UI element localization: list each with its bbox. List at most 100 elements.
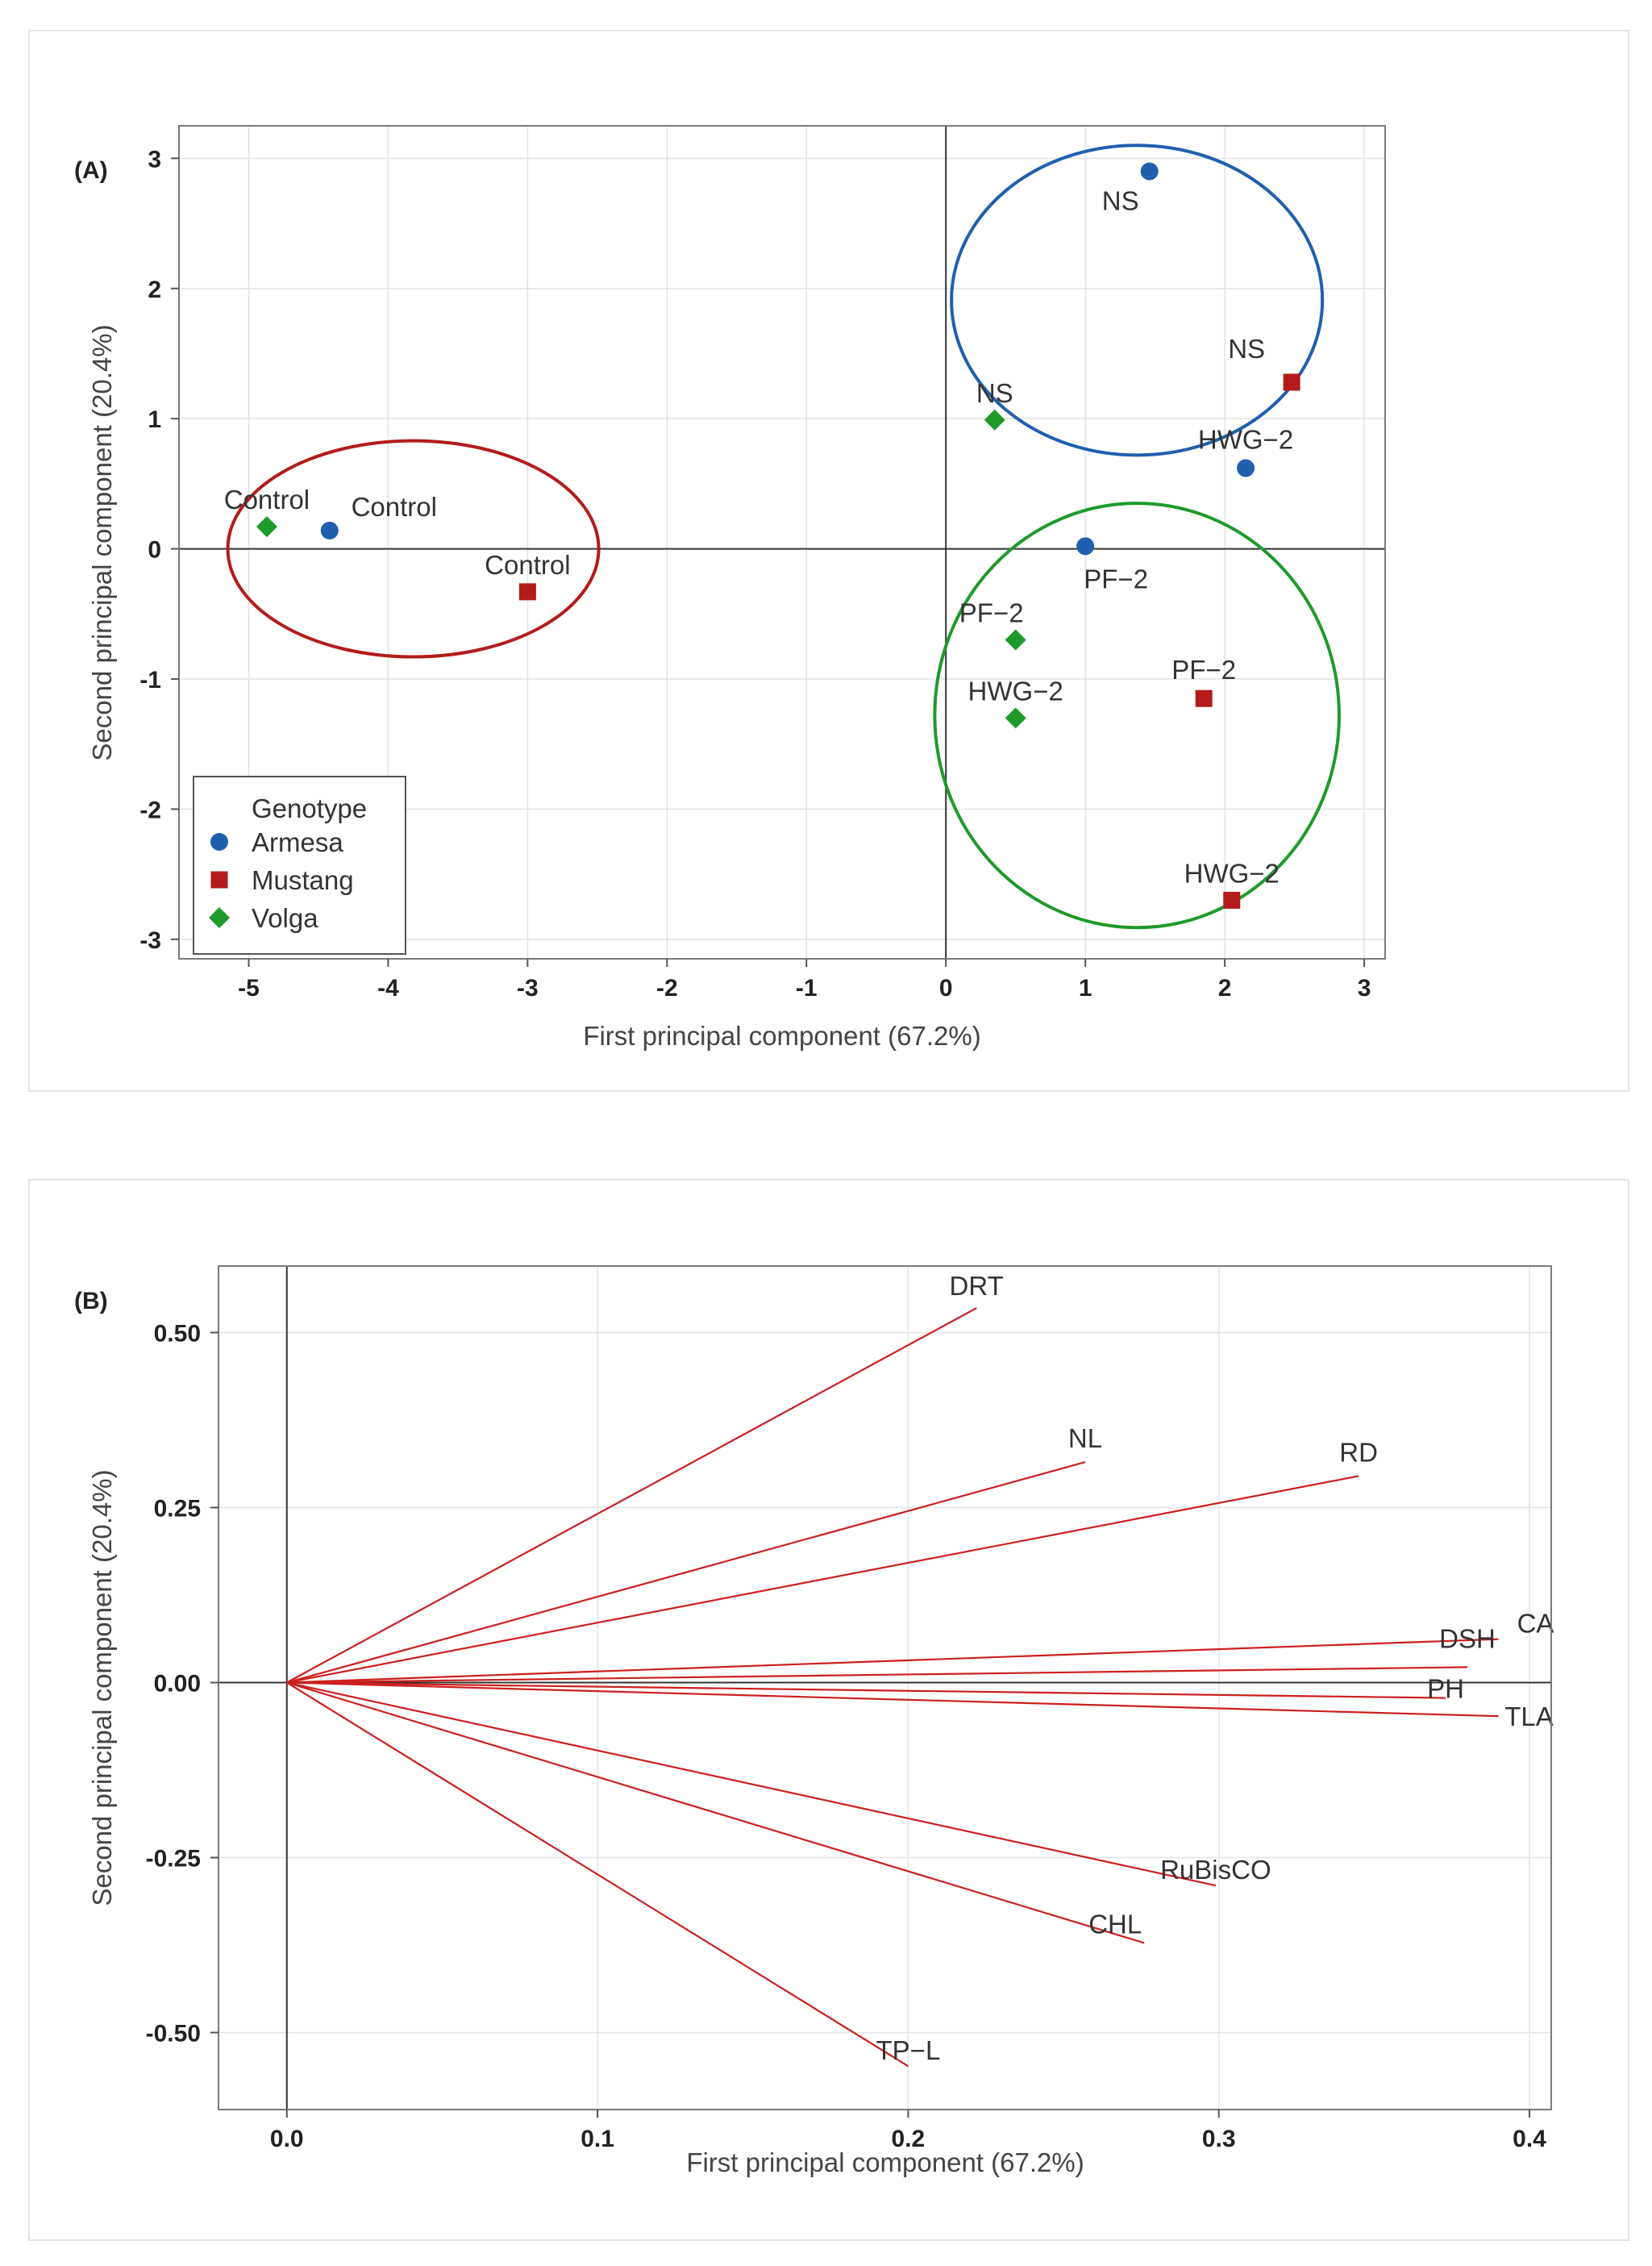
- point-mustang-control: [518, 583, 536, 601]
- panel-b-tag: (B): [74, 1288, 108, 1314]
- confidence-ellipse: [950, 144, 1325, 457]
- point-mustang-ns: [1283, 373, 1300, 391]
- loading-label-tp-l: TP−L: [876, 2035, 941, 2065]
- x-tick-label: -1: [796, 975, 818, 1002]
- panel-a-plot-frame: [178, 125, 1386, 960]
- panel-b-x-ticks: 0.0 0.1 0.2 0.3 0.4: [270, 2110, 1546, 2152]
- panel-a-points: Control NS HWG−2 PF−2 Control NS PF−2 HWG−2 Cont…: [224, 162, 1300, 909]
- y-tick-label: -0.25: [146, 1846, 201, 1872]
- point-label-mustang-pf-2: PF−2: [1171, 655, 1236, 685]
- loading-label-chl: CHL: [1088, 1909, 1142, 1939]
- legend-marker-armesa: [210, 833, 228, 851]
- panel-a-tag: (A): [74, 157, 108, 184]
- point-armesa-ns: [1140, 162, 1159, 181]
- x-tick-label: 0.4: [1513, 2126, 1546, 2152]
- point-mustang-pf-2: [1195, 689, 1213, 707]
- loading-vector-tla: [286, 1681, 1499, 1718]
- x-tick-label: -4: [377, 975, 399, 1002]
- loading-label-ph: PH: [1427, 1674, 1464, 1704]
- y-tick-label: 1: [148, 406, 161, 433]
- legend-label-volga: Volga: [252, 903, 318, 933]
- panel-a-x-ticks: -5 -4 -3 -2 -1 0 1 2 3: [238, 959, 1371, 1002]
- point-label-volga-ns: NS: [976, 378, 1013, 408]
- panel-a-y-axis-title: Second principal component (20.4%): [87, 324, 117, 760]
- loading-vector-drt: [286, 1307, 977, 1684]
- point-label-armesa-ns: NS: [1102, 185, 1139, 215]
- loading-vector-rd: [286, 1475, 1359, 1684]
- point-volga-control: [256, 516, 277, 538]
- point-armesa-control: [320, 521, 339, 539]
- point-label-volga-control: Control: [224, 485, 310, 514]
- loading-label-nl: NL: [1068, 1423, 1102, 1453]
- legend-title: Genotype: [252, 794, 367, 823]
- x-tick-label: 0.1: [580, 2126, 614, 2152]
- loading-label-rd: RD: [1339, 1437, 1378, 1467]
- panel-b-card: [28, 1179, 1629, 2241]
- point-label-mustang-control: Control: [485, 550, 570, 580]
- point-label-armesa-hwg-2: HWG−2: [1198, 424, 1293, 454]
- y-tick-label: -2: [139, 797, 161, 823]
- y-tick-label: 0.50: [154, 1320, 201, 1347]
- y-tick-label: -0.50: [146, 2021, 201, 2047]
- point-label-mustang-hwg-2: HWG−2: [1184, 858, 1280, 888]
- x-tick-label: 0: [939, 975, 953, 1002]
- panel-b-loading-vectors: DRT NL RD CA DSH PH TLA RuBisCO CHL TP−L: [286, 1271, 1554, 2068]
- legend-marker-volga: [209, 907, 230, 928]
- point-label-armesa-pf-2: PF−2: [1084, 564, 1148, 594]
- x-tick-label: 0.3: [1202, 2126, 1236, 2152]
- point-volga-hwg-2: [1005, 707, 1026, 729]
- y-tick-label: 0.00: [154, 1670, 201, 1697]
- panel-a-y-ticks: -3 -2 -1 0 1 2 3: [139, 146, 179, 954]
- loading-vector-ca: [286, 1638, 1499, 1684]
- y-tick-label: 3: [148, 146, 161, 173]
- panel-b-y-axis-title: Second principal component (20.4%): [87, 1469, 117, 1906]
- loading-vector-chl: [286, 1681, 1145, 1944]
- legend: Genotype Armesa Mustang Volga: [193, 776, 406, 955]
- point-label-armesa-control: Control: [352, 492, 437, 522]
- point-volga-pf-2: [1005, 629, 1026, 651]
- x-tick-label: -5: [238, 975, 260, 1002]
- loading-vector-tp-l: [286, 1681, 909, 2068]
- loading-vector-dsh: [286, 1666, 1467, 1684]
- legend-label-armesa: Armesa: [252, 827, 343, 857]
- confidence-ellipse: [933, 502, 1341, 930]
- loading-vector-nl: [286, 1460, 1086, 1684]
- legend-items: Armesa Mustang Volga: [209, 827, 354, 933]
- point-label-volga-hwg-2: HWG−2: [968, 676, 1063, 706]
- x-tick-label: 3: [1358, 975, 1371, 1002]
- panel-a-x-axis-title: First principal component (67.2%): [583, 1021, 980, 1051]
- y-tick-label: 2: [148, 277, 161, 303]
- point-armesa-pf-2: [1076, 537, 1095, 556]
- legend-marker-mustang: [210, 871, 228, 889]
- loading-label-drt: DRT: [950, 1271, 1004, 1301]
- loading-vector-ph: [286, 1681, 1446, 1699]
- confidence-ellipse: [226, 439, 601, 659]
- point-mustang-hwg-2: [1223, 891, 1241, 909]
- y-tick-label: 0: [148, 537, 161, 564]
- x-tick-label: 1: [1079, 975, 1092, 1002]
- panel-b-y-ticks: -0.50 -0.25 0.00 0.25 0.50: [146, 1320, 218, 2047]
- panel-b-plot-frame: [218, 1265, 1552, 2110]
- loading-label-tla: TLA: [1504, 1702, 1554, 1731]
- loading-label-ca: CA: [1517, 1609, 1554, 1639]
- point-volga-ns: [984, 409, 1005, 431]
- y-tick-label: -3: [139, 927, 161, 954]
- point-label-mustang-ns: NS: [1228, 334, 1265, 364]
- x-tick-label: -2: [656, 975, 678, 1002]
- y-tick-label: 0.25: [154, 1495, 201, 1522]
- panel-a-ellipses: [226, 144, 1341, 930]
- x-tick-label: -3: [517, 975, 539, 1002]
- point-label-volga-pf-2: PF−2: [959, 598, 1024, 628]
- panel-a-scatter: Control NS HWG−2 PF−2 Control NS PF−2 HWG−2 Cont…: [28, 30, 1629, 1092]
- loading-label-dsh: DSH: [1439, 1623, 1496, 1653]
- x-tick-label: 0.0: [270, 2126, 304, 2152]
- panel-b-x-axis-title: First principal component (67.2%): [686, 2147, 1084, 2177]
- legend-label-mustang: Mustang: [252, 865, 354, 895]
- loading-vector-rubisco: [286, 1681, 1217, 1887]
- x-tick-label: 0.2: [892, 2126, 926, 2152]
- point-armesa-hwg-2: [1237, 459, 1255, 477]
- legend-box: [193, 776, 406, 955]
- x-tick-label: 2: [1218, 975, 1232, 1002]
